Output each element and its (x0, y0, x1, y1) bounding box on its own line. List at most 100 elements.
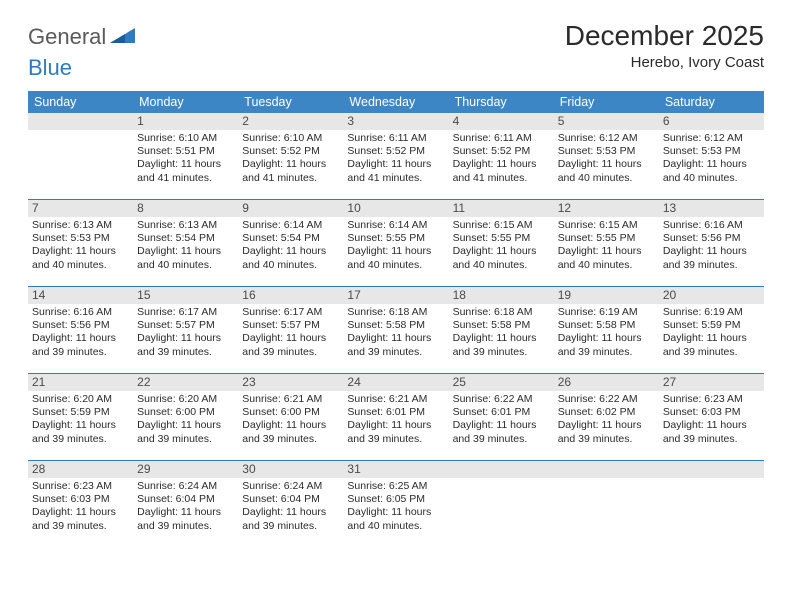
day-number: 19 (554, 287, 659, 304)
calendar-cell (449, 461, 554, 548)
day-number: 12 (554, 200, 659, 217)
day-number: 17 (343, 287, 448, 304)
day-number: 26 (554, 374, 659, 391)
day-number: 21 (28, 374, 133, 391)
calendar-cell: 13Sunrise: 6:16 AMSunset: 5:56 PMDayligh… (659, 200, 764, 287)
calendar-cell: 8Sunrise: 6:13 AMSunset: 5:54 PMDaylight… (133, 200, 238, 287)
day-number: 23 (238, 374, 343, 391)
day-number: 2 (238, 113, 343, 130)
day-number: 29 (133, 461, 238, 478)
logo-text-2: Blue (28, 55, 764, 81)
calendar-cell: 3Sunrise: 6:11 AMSunset: 5:52 PMDaylight… (343, 113, 448, 200)
day-details: Sunrise: 6:11 AMSunset: 5:52 PMDaylight:… (343, 130, 448, 189)
day-details: Sunrise: 6:23 AMSunset: 6:03 PMDaylight:… (659, 391, 764, 450)
day-number: 25 (449, 374, 554, 391)
day-details: Sunrise: 6:22 AMSunset: 6:01 PMDaylight:… (449, 391, 554, 450)
calendar-cell: 2Sunrise: 6:10 AMSunset: 5:52 PMDaylight… (238, 113, 343, 200)
day-details: Sunrise: 6:22 AMSunset: 6:02 PMDaylight:… (554, 391, 659, 450)
day-details: Sunrise: 6:17 AMSunset: 5:57 PMDaylight:… (133, 304, 238, 363)
calendar-cell: 19Sunrise: 6:19 AMSunset: 5:58 PMDayligh… (554, 287, 659, 374)
calendar-cell: 25Sunrise: 6:22 AMSunset: 6:01 PMDayligh… (449, 374, 554, 461)
day-details: Sunrise: 6:11 AMSunset: 5:52 PMDaylight:… (449, 130, 554, 189)
day-details: Sunrise: 6:18 AMSunset: 5:58 PMDaylight:… (449, 304, 554, 363)
calendar-cell: 12Sunrise: 6:15 AMSunset: 5:55 PMDayligh… (554, 200, 659, 287)
day-details: Sunrise: 6:16 AMSunset: 5:56 PMDaylight:… (28, 304, 133, 363)
calendar-cell (28, 113, 133, 200)
day-details: Sunrise: 6:14 AMSunset: 5:54 PMDaylight:… (238, 217, 343, 276)
day-details: Sunrise: 6:21 AMSunset: 6:00 PMDaylight:… (238, 391, 343, 450)
calendar-cell (659, 461, 764, 548)
weekday-header: Monday (133, 91, 238, 113)
day-details: Sunrise: 6:12 AMSunset: 5:53 PMDaylight:… (554, 130, 659, 189)
calendar-table: SundayMondayTuesdayWednesdayThursdayFrid… (28, 91, 764, 547)
calendar-cell: 28Sunrise: 6:23 AMSunset: 6:03 PMDayligh… (28, 461, 133, 548)
month-title: December 2025 (565, 20, 764, 52)
weekday-header: Wednesday (343, 91, 448, 113)
day-details: Sunrise: 6:15 AMSunset: 5:55 PMDaylight:… (554, 217, 659, 276)
calendar-cell: 23Sunrise: 6:21 AMSunset: 6:00 PMDayligh… (238, 374, 343, 461)
day-number: 8 (133, 200, 238, 217)
day-number: 28 (28, 461, 133, 478)
day-number: 11 (449, 200, 554, 217)
day-number: 7 (28, 200, 133, 217)
weekday-header: Friday (554, 91, 659, 113)
calendar-cell: 10Sunrise: 6:14 AMSunset: 5:55 PMDayligh… (343, 200, 448, 287)
day-details: Sunrise: 6:19 AMSunset: 5:59 PMDaylight:… (659, 304, 764, 363)
calendar-cell: 11Sunrise: 6:15 AMSunset: 5:55 PMDayligh… (449, 200, 554, 287)
day-details: Sunrise: 6:13 AMSunset: 5:53 PMDaylight:… (28, 217, 133, 276)
calendar-cell: 5Sunrise: 6:12 AMSunset: 5:53 PMDaylight… (554, 113, 659, 200)
day-details: Sunrise: 6:23 AMSunset: 6:03 PMDaylight:… (28, 478, 133, 537)
day-number: 22 (133, 374, 238, 391)
day-number: 13 (659, 200, 764, 217)
day-number: 18 (449, 287, 554, 304)
weekday-header: Saturday (659, 91, 764, 113)
day-details: Sunrise: 6:20 AMSunset: 6:00 PMDaylight:… (133, 391, 238, 450)
day-number: 10 (343, 200, 448, 217)
day-details: Sunrise: 6:21 AMSunset: 6:01 PMDaylight:… (343, 391, 448, 450)
day-details: Sunrise: 6:24 AMSunset: 6:04 PMDaylight:… (238, 478, 343, 537)
day-number: 30 (238, 461, 343, 478)
calendar-cell: 21Sunrise: 6:20 AMSunset: 5:59 PMDayligh… (28, 374, 133, 461)
calendar-cell: 18Sunrise: 6:18 AMSunset: 5:58 PMDayligh… (449, 287, 554, 374)
day-details: Sunrise: 6:16 AMSunset: 5:56 PMDaylight:… (659, 217, 764, 276)
calendar-cell: 17Sunrise: 6:18 AMSunset: 5:58 PMDayligh… (343, 287, 448, 374)
calendar-cell: 22Sunrise: 6:20 AMSunset: 6:00 PMDayligh… (133, 374, 238, 461)
day-number: 6 (659, 113, 764, 130)
weekday-header: Thursday (449, 91, 554, 113)
logo-text-1: General (28, 24, 106, 50)
day-details: Sunrise: 6:12 AMSunset: 5:53 PMDaylight:… (659, 130, 764, 189)
calendar-cell: 15Sunrise: 6:17 AMSunset: 5:57 PMDayligh… (133, 287, 238, 374)
day-number: 1 (133, 113, 238, 130)
day-details: Sunrise: 6:25 AMSunset: 6:05 PMDaylight:… (343, 478, 448, 537)
day-number: 16 (238, 287, 343, 304)
day-number: 14 (28, 287, 133, 304)
day-details: Sunrise: 6:10 AMSunset: 5:52 PMDaylight:… (238, 130, 343, 189)
day-number: 27 (659, 374, 764, 391)
calendar-cell: 14Sunrise: 6:16 AMSunset: 5:56 PMDayligh… (28, 287, 133, 374)
day-number: 20 (659, 287, 764, 304)
day-number: 24 (343, 374, 448, 391)
calendar-cell (554, 461, 659, 548)
day-details: Sunrise: 6:10 AMSunset: 5:51 PMDaylight:… (133, 130, 238, 189)
calendar-cell: 27Sunrise: 6:23 AMSunset: 6:03 PMDayligh… (659, 374, 764, 461)
calendar-cell: 20Sunrise: 6:19 AMSunset: 5:59 PMDayligh… (659, 287, 764, 374)
day-details: Sunrise: 6:19 AMSunset: 5:58 PMDaylight:… (554, 304, 659, 363)
day-details: Sunrise: 6:18 AMSunset: 5:58 PMDaylight:… (343, 304, 448, 363)
calendar-cell: 31Sunrise: 6:25 AMSunset: 6:05 PMDayligh… (343, 461, 448, 548)
day-details: Sunrise: 6:17 AMSunset: 5:57 PMDaylight:… (238, 304, 343, 363)
calendar-cell: 24Sunrise: 6:21 AMSunset: 6:01 PMDayligh… (343, 374, 448, 461)
day-number: 9 (238, 200, 343, 217)
calendar-cell: 30Sunrise: 6:24 AMSunset: 6:04 PMDayligh… (238, 461, 343, 548)
calendar-cell: 7Sunrise: 6:13 AMSunset: 5:53 PMDaylight… (28, 200, 133, 287)
calendar-cell: 16Sunrise: 6:17 AMSunset: 5:57 PMDayligh… (238, 287, 343, 374)
weekday-header: Tuesday (238, 91, 343, 113)
logo: General (28, 24, 136, 50)
day-number: 4 (449, 113, 554, 130)
calendar-cell: 26Sunrise: 6:22 AMSunset: 6:02 PMDayligh… (554, 374, 659, 461)
day-number: 15 (133, 287, 238, 304)
day-details: Sunrise: 6:15 AMSunset: 5:55 PMDaylight:… (449, 217, 554, 276)
calendar-cell: 4Sunrise: 6:11 AMSunset: 5:52 PMDaylight… (449, 113, 554, 200)
day-details: Sunrise: 6:14 AMSunset: 5:55 PMDaylight:… (343, 217, 448, 276)
day-number: 3 (343, 113, 448, 130)
calendar-cell: 29Sunrise: 6:24 AMSunset: 6:04 PMDayligh… (133, 461, 238, 548)
